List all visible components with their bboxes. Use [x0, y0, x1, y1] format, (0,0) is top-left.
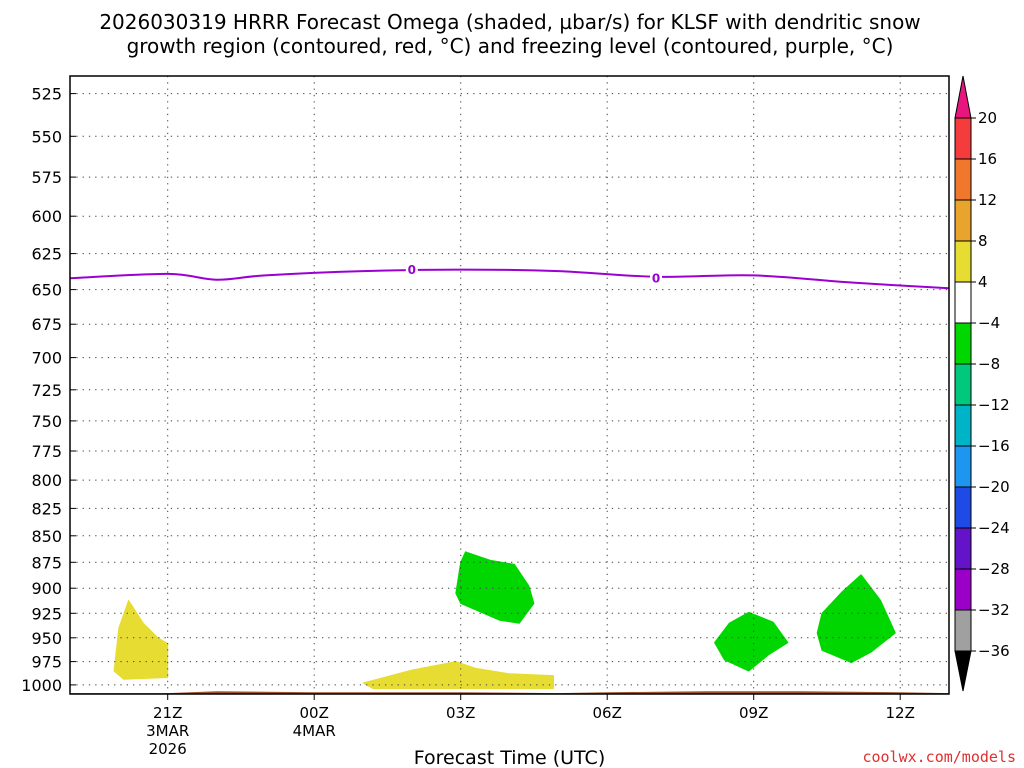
colorbar-label: −24 [978, 519, 1010, 537]
x-tick-label: 09Z [739, 704, 768, 722]
freezing-label-bg-2 [650, 271, 662, 286]
y-tick-label: 850 [31, 527, 62, 546]
y-tick-label: 925 [31, 604, 62, 623]
y-tick-label: 950 [31, 629, 62, 648]
plot-frame [69, 75, 950, 695]
colorbar-segment [954, 240, 972, 283]
freezing-level-label: 0 [652, 272, 660, 286]
plot-grid [70, 76, 949, 694]
omega-region-1 [113, 599, 169, 680]
x-tick-date-label: 4MAR [293, 722, 336, 740]
freezing-label-bg-1 [405, 262, 418, 277]
y-tick-label: 875 [31, 553, 62, 572]
colorbar-label: −32 [978, 601, 1010, 619]
chart-title-line-1: 2026030319 HRRR Forecast Omega (shaded, … [99, 10, 920, 34]
colorbar-label: 12 [978, 191, 997, 209]
colorbar-label: 8 [978, 232, 988, 250]
colorbar-label: −16 [978, 437, 1010, 455]
colorbar-label: −12 [978, 396, 1010, 414]
x-tick-year-label: 2026 [149, 740, 187, 758]
colorbar-segment [954, 281, 972, 324]
chart-title-line-2: growth region (contoured, red, °C) and f… [127, 34, 894, 58]
x-tick-label: 06Z [593, 704, 622, 722]
freezing-level-line [69, 268, 950, 290]
colorbar-segment [954, 404, 972, 447]
omega-region-5 [816, 574, 896, 664]
y-tick-label: 550 [31, 127, 62, 146]
y-tick-label: 600 [31, 207, 62, 226]
colorbar-bottom-triangle [954, 650, 972, 692]
x-tick-label: 12Z [886, 704, 915, 722]
colorbar-label: 4 [978, 273, 988, 291]
colorbar-segment [954, 527, 972, 570]
omega-region-3 [455, 551, 535, 624]
y-tick-label: 1000 [21, 676, 62, 695]
y-tick-label: 775 [31, 442, 62, 461]
x-tick-date-label: 3MAR [146, 722, 189, 740]
colorbar-label: −8 [978, 355, 1000, 373]
y-tick-label: 800 [31, 471, 62, 490]
colorbar-label: −20 [978, 478, 1010, 496]
colorbar-label: −4 [978, 314, 1000, 332]
y-tick-label: 750 [31, 412, 62, 431]
y-tick-label: 575 [31, 168, 62, 187]
y-tick-label: 700 [31, 349, 62, 368]
colorbar-label: 20 [978, 109, 997, 127]
x-axis-title: Forecast Time (UTC) [414, 747, 605, 768]
colorbar-segment [954, 363, 972, 406]
contour-lines: 00 [69, 262, 950, 290]
colorbar-segment [954, 322, 972, 365]
colorbar-top-triangle [954, 75, 972, 119]
y-tick-label: 825 [31, 499, 62, 518]
omega-region-2 [362, 661, 554, 689]
x-tick-label: 03Z [446, 704, 475, 722]
colorbar-segment [954, 609, 972, 652]
y-tick-label: 725 [31, 381, 62, 400]
credit-text[interactable]: coolwx.com/models [862, 748, 1016, 766]
x-tick-label: 00Z [300, 704, 329, 722]
y-axis-ticks: 525 550 575 600 625 650 675 700 725 750 775 800 825 8… [21, 85, 76, 695]
colorbar-segment [954, 199, 972, 242]
y-tick-label: 675 [31, 315, 62, 334]
y-tick-label: 525 [31, 85, 62, 104]
colorbar-segment [954, 568, 972, 611]
omega-shaded-regions [70, 551, 949, 694]
colorbar-label: −28 [978, 560, 1010, 578]
colorbar-label: −36 [978, 642, 1010, 660]
x-tick-label: 21Z [153, 704, 182, 722]
y-tick-label: 625 [31, 245, 62, 264]
y-tick-label: 900 [31, 579, 62, 598]
colorbar-segment [954, 445, 972, 488]
omega-region-4 [714, 611, 789, 672]
colorbar-segment [954, 158, 972, 201]
y-tick-label: 650 [31, 281, 62, 300]
y-tick-label: 975 [31, 653, 62, 672]
omega-colorbar: 20 16 12 8 4 −4 −8 −12 −16 −20 −24 −28 −32 −36 [954, 75, 1010, 692]
colorbar-label: 16 [978, 150, 997, 168]
colorbar-segment [954, 117, 972, 160]
freezing-level-label: 0 [408, 263, 416, 277]
colorbar-segment [954, 486, 972, 529]
